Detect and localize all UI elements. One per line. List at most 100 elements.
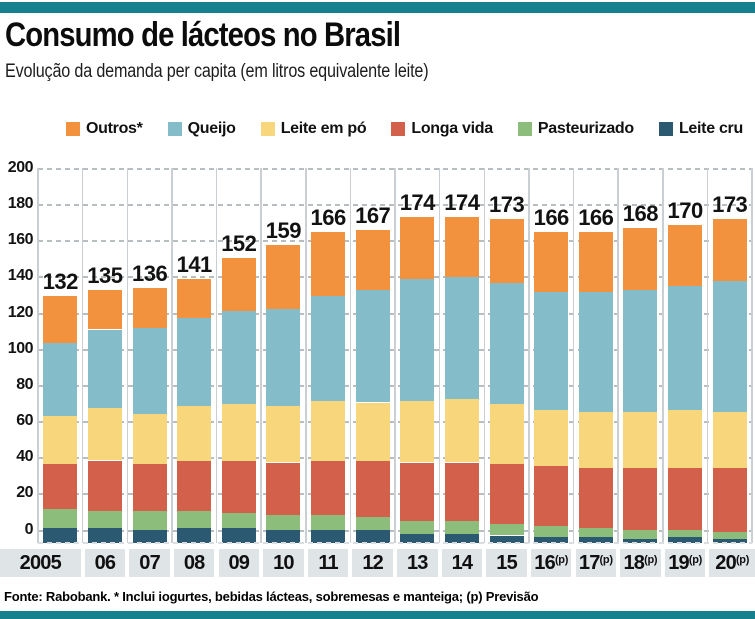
column-separator <box>483 168 485 543</box>
bar-segment-leite-cru <box>43 528 78 543</box>
bar-segment-outros <box>266 245 301 309</box>
y-axis-tick-label: 20 <box>16 484 33 502</box>
x-axis-cell: 11 <box>307 549 349 577</box>
bar-segment-pasteurizado <box>221 513 256 528</box>
legend-swatch-leite-em-po <box>260 122 275 136</box>
bar-segment-queijo <box>444 277 479 399</box>
bar-segment-leite-em-po <box>668 410 703 469</box>
column-separator <box>706 168 709 543</box>
x-axis-label: 15 <box>496 551 517 574</box>
bar-segment-queijo <box>578 292 613 412</box>
bar-segment-outros <box>534 232 569 292</box>
bar-value-label: 170 <box>667 197 703 223</box>
bar-segment-outros <box>712 219 747 281</box>
column-separator <box>37 168 39 543</box>
bar-segment-leite-em-po <box>266 406 301 463</box>
bar-segment-queijo <box>489 282 524 405</box>
y-axis-tick-label: 100 <box>7 339 34 357</box>
bar-segment-pasteurizado <box>444 520 479 534</box>
bar-segment-leite-cru <box>132 529 167 543</box>
bar-segment-outros <box>87 290 122 330</box>
bar-segment-leite-cru <box>311 529 346 543</box>
forecast-marker: (p) <box>554 553 569 566</box>
bar-segment-leite-cru <box>623 539 658 543</box>
column-separator <box>528 168 530 543</box>
x-axis-cell: 19(p) <box>664 549 706 577</box>
bar-segment-longa-vida <box>311 460 346 515</box>
legend: Outros* Queijo Leite em pó Longa vida Pasteu… <box>66 120 743 138</box>
y-axis-tick-label: 200 <box>7 159 34 176</box>
legend-swatch-outros <box>66 122 80 136</box>
bar-segment-queijo <box>712 280 747 412</box>
bar-segment-leite-cru <box>668 537 703 543</box>
bar-segment-pasteurizado <box>668 529 703 538</box>
x-axis-cell: 06 <box>84 549 126 577</box>
x-axis-cell: 14 <box>441 549 483 577</box>
bar-value-label: 167 <box>355 203 391 229</box>
x-axis-cell: 20(p) <box>709 549 755 577</box>
column-separator <box>394 168 396 543</box>
bar-value-label: 132 <box>42 268 79 294</box>
legend-swatch-leite-cru <box>658 122 673 136</box>
bar-segment-leite-em-po <box>355 402 390 461</box>
bar-segment-queijo <box>266 308 301 407</box>
bar-segment-queijo <box>400 278 435 401</box>
bar-value-label: 166 <box>533 205 570 231</box>
bar-segment-outros <box>132 288 167 328</box>
legend-item: Outros* <box>66 120 143 138</box>
x-axis-label: 11 <box>318 551 338 574</box>
x-axis-label: 09 <box>228 551 250 574</box>
bar-segment-leite-em-po <box>132 413 167 465</box>
y-axis-tick-label: 120 <box>7 303 34 321</box>
bar-segment-outros <box>578 232 613 292</box>
bar-segment-pasteurizado <box>578 528 613 538</box>
legend-item: Longa vida <box>391 120 493 138</box>
y-axis-tick-label: 0 <box>24 520 34 538</box>
bar-value-label: 152 <box>221 231 257 257</box>
column-separator <box>215 168 218 543</box>
bottom-accent-bar <box>0 611 755 619</box>
bar-segment-outros <box>489 219 524 283</box>
legend-item: Leite cru <box>658 120 743 138</box>
bar-value-label: 174 <box>399 190 436 216</box>
bar-segment-queijo <box>132 327 167 414</box>
bar-segment-pasteurizado <box>355 516 390 530</box>
footer-source: Fonte: Rabobank. * Inclui iogurtes, bebi… <box>4 589 539 604</box>
bar-segment-pasteurizado <box>266 514 301 530</box>
legend-item: Leite em pó <box>260 120 367 138</box>
x-axis-cell: 08 <box>173 549 215 577</box>
bar-segment-longa-vida <box>43 464 78 510</box>
bar-segment-outros <box>668 224 703 287</box>
bar-segment-longa-vida <box>668 468 703 530</box>
bar-value-label: 136 <box>131 261 168 287</box>
bar-segment-longa-vida <box>444 462 479 521</box>
bar-segment-pasteurizado <box>43 509 78 528</box>
bar-segment-leite-cru <box>355 529 390 543</box>
bar-segment-outros <box>177 278 212 319</box>
bar-segment-leite-em-po <box>311 400 346 461</box>
x-axis-cell: 2005 <box>0 549 81 577</box>
bar-segment-leite-cru <box>177 528 212 543</box>
x-axis-label: 2005 <box>19 551 62 574</box>
bar-segment-leite-em-po <box>43 415 78 465</box>
bar-segment-pasteurizado <box>311 514 346 530</box>
bar-value-label: 166 <box>578 205 614 231</box>
bar-segment-queijo <box>623 290 658 412</box>
legend-label: Pasteurizado <box>537 120 634 137</box>
x-axis-label: 12 <box>362 551 384 574</box>
bar-segment-longa-vida <box>87 460 122 512</box>
forecast-marker: (p) <box>644 553 658 566</box>
x-axis-cell: 15 <box>486 549 527 577</box>
bar-segment-pasteurizado <box>132 511 167 530</box>
y-axis-tick-label: 40 <box>16 448 33 466</box>
forecast-marker: (p) <box>599 553 613 566</box>
x-axis-cell: 17(p) <box>575 549 617 577</box>
legend-label: Outros* <box>86 120 143 137</box>
bar-segment-leite-cru <box>400 533 435 543</box>
bar-segment-longa-vida <box>400 462 435 521</box>
legend-item: Queijo <box>167 120 236 138</box>
legend-label: Longa vida <box>411 120 493 137</box>
page-title: Consumo de lácteos no Brasil <box>5 16 401 54</box>
bar-value-label: 166 <box>310 205 346 231</box>
